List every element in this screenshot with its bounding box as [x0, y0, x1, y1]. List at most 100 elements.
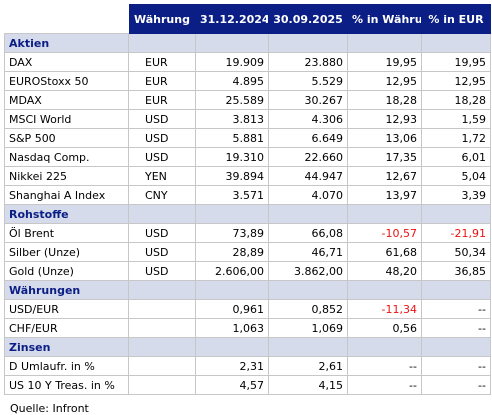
section-fill — [421, 280, 491, 300]
row-pct-eur: -- — [421, 299, 491, 319]
row-value-end: 30.267 — [268, 90, 348, 110]
row-value-end: 4.306 — [268, 109, 348, 129]
row-pct-eur: 50,34 — [421, 242, 491, 262]
row-name: Silber (Unze) — [4, 242, 129, 262]
table-row: Shanghai A Index CNY 3.571 4.070 13,97 3,39 — [4, 185, 491, 205]
row-pct-currency: 12,95 — [347, 71, 422, 91]
row-value-end: 66,08 — [268, 223, 348, 243]
section-fill — [421, 33, 491, 53]
table-row: D Umlaufr. in % 2,31 2,61 -- -- — [4, 356, 491, 376]
row-currency — [128, 318, 196, 338]
row-pct-eur: 1,59 — [421, 109, 491, 129]
row-pct-eur: 36,85 — [421, 261, 491, 281]
section-title: Währungen — [4, 280, 129, 300]
table-row: MDAX EUR 25.589 30.267 18,28 18,28 — [4, 90, 491, 110]
header-date-end: 30.09.2025 — [268, 4, 348, 34]
header-currency: Währung — [128, 4, 196, 34]
row-name: DAX — [4, 52, 129, 72]
row-pct-eur: 12,95 — [421, 71, 491, 91]
row-pct-currency: 17,35 — [347, 147, 422, 167]
row-pct-currency: 0,56 — [347, 318, 422, 338]
section-fill — [128, 337, 196, 357]
row-name: MDAX — [4, 90, 129, 110]
row-value-start: 4,57 — [195, 375, 269, 395]
row-name: Nikkei 225 — [4, 166, 129, 186]
section-fill — [421, 204, 491, 224]
row-name: CHF/EUR — [4, 318, 129, 338]
row-pct-currency: 48,20 — [347, 261, 422, 281]
row-pct-currency: -10,57 — [347, 223, 422, 243]
row-value-end: 46,71 — [268, 242, 348, 262]
section-fill — [347, 337, 422, 357]
row-value-end: 23.880 — [268, 52, 348, 72]
row-pct-eur: -- — [421, 375, 491, 395]
row-currency: YEN — [128, 166, 196, 186]
row-currency — [128, 356, 196, 376]
section-fill — [268, 33, 348, 53]
section-fill — [128, 204, 196, 224]
row-pct-eur: 3,39 — [421, 185, 491, 205]
table-row: DAX EUR 19.909 23.880 19,95 19,95 — [4, 52, 491, 72]
row-value-start: 5.881 — [195, 128, 269, 148]
row-name: Shanghai A Index — [4, 185, 129, 205]
row-value-end: 5.529 — [268, 71, 348, 91]
row-name: EUROStoxx 50 — [4, 71, 129, 91]
row-name: Nasdaq Comp. — [4, 147, 129, 167]
row-name: D Umlaufr. in % — [4, 356, 129, 376]
row-pct-currency: 19,95 — [347, 52, 422, 72]
row-value-start: 19.909 — [195, 52, 269, 72]
row-pct-currency: 12,93 — [347, 109, 422, 129]
row-currency: USD — [128, 109, 196, 129]
table-row: EUROStoxx 50 EUR 4.895 5.529 12,95 12,95 — [4, 71, 491, 91]
row-pct-currency: 13,97 — [347, 185, 422, 205]
row-value-start: 19.310 — [195, 147, 269, 167]
row-currency: USD — [128, 147, 196, 167]
row-value-end: 6.649 — [268, 128, 348, 148]
table-row: S&P 500 USD 5.881 6.649 13,06 1,72 — [4, 128, 491, 148]
section-row: Zinsen — [4, 337, 491, 357]
section-fill — [195, 280, 269, 300]
section-fill — [195, 337, 269, 357]
row-value-end: 1,069 — [268, 318, 348, 338]
row-currency: CNY — [128, 185, 196, 205]
section-fill — [268, 337, 348, 357]
section-fill — [347, 280, 422, 300]
table-row: USD/EUR 0,961 0,852 -11,34 -- — [4, 299, 491, 319]
row-currency: USD — [128, 128, 196, 148]
row-pct-currency: 13,06 — [347, 128, 422, 148]
section-row: Währungen — [4, 280, 491, 300]
row-value-start: 28,89 — [195, 242, 269, 262]
section-fill — [421, 337, 491, 357]
section-fill — [347, 33, 422, 53]
row-currency — [128, 299, 196, 319]
row-value-start: 3.571 — [195, 185, 269, 205]
table-row: Öl Brent USD 73,89 66,08 -10,57 -21,91 — [4, 223, 491, 243]
row-value-start: 4.895 — [195, 71, 269, 91]
row-currency — [128, 375, 196, 395]
row-pct-eur: 6,01 — [421, 147, 491, 167]
row-pct-currency: -11,34 — [347, 299, 422, 319]
table-row: Nikkei 225 YEN 39.894 44.947 12,67 5,04 — [4, 166, 491, 186]
section-title: Rohstoffe — [4, 204, 129, 224]
row-name: US 10 Y Treas. in % — [4, 375, 129, 395]
row-value-end: 22.660 — [268, 147, 348, 167]
row-pct-currency: 12,67 — [347, 166, 422, 186]
row-value-end: 4.070 — [268, 185, 348, 205]
row-currency: EUR — [128, 90, 196, 110]
table-row: Silber (Unze) USD 28,89 46,71 61,68 50,34 — [4, 242, 491, 262]
row-pct-eur: -- — [421, 318, 491, 338]
row-currency: EUR — [128, 71, 196, 91]
row-pct-eur: 5,04 — [421, 166, 491, 186]
table-row: US 10 Y Treas. in % 4,57 4,15 -- -- — [4, 375, 491, 395]
row-value-start: 73,89 — [195, 223, 269, 243]
header-date-start: 31.12.2024 — [195, 4, 269, 34]
row-name: MSCI World — [4, 109, 129, 129]
row-pct-currency: 18,28 — [347, 90, 422, 110]
row-pct-eur: 18,28 — [421, 90, 491, 110]
row-value-start: 1,063 — [195, 318, 269, 338]
section-fill — [268, 204, 348, 224]
table-row: Nasdaq Comp. USD 19.310 22.660 17,35 6,01 — [4, 147, 491, 167]
row-value-end: 4,15 — [268, 375, 348, 395]
